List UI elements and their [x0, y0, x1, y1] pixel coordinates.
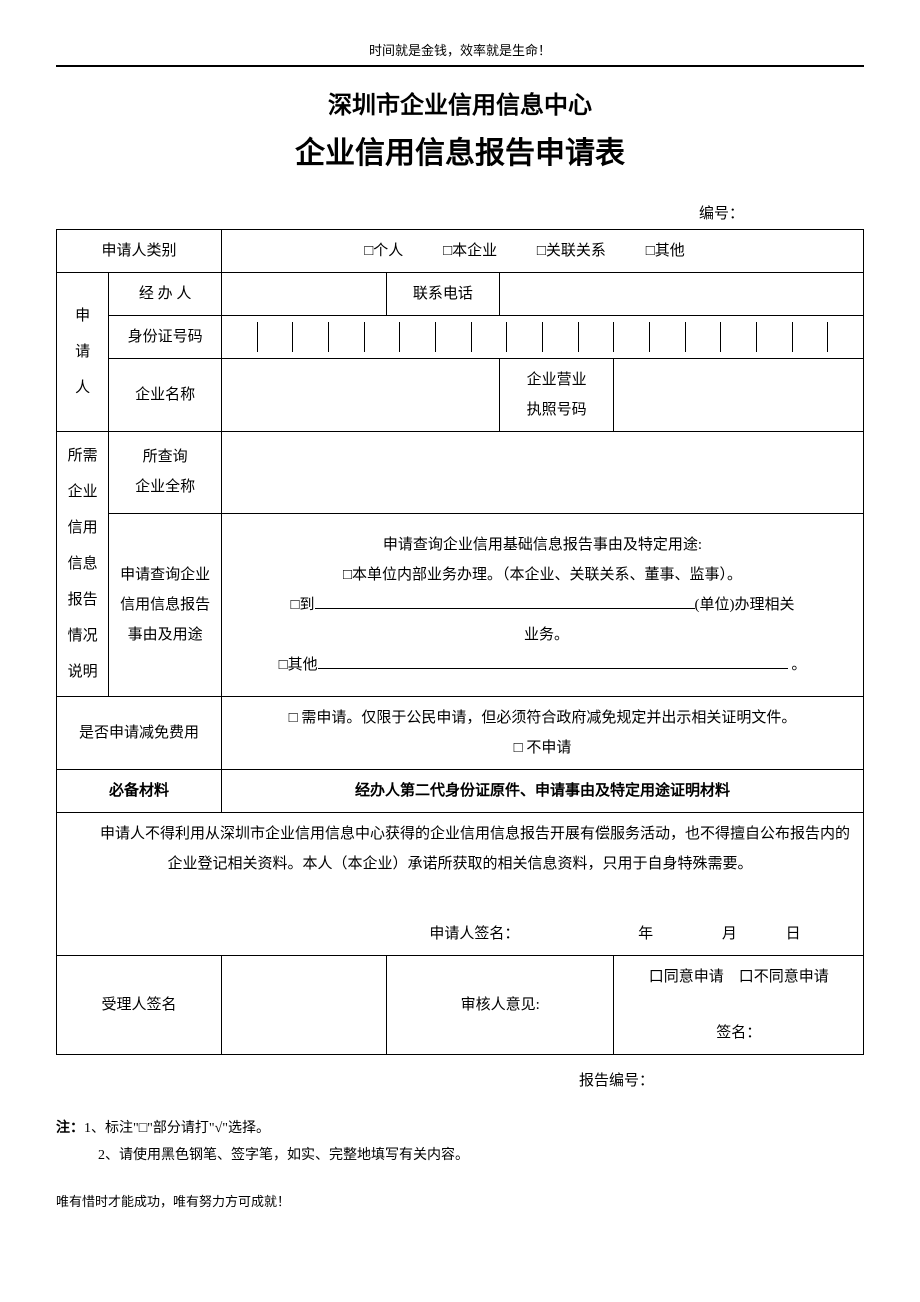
- fee-opt-apply[interactable]: □ 需申请。仅限于公民申请，但必须符合政府减免规定并出示相关证明文件。: [230, 703, 855, 733]
- reviewer-opinion[interactable]: 口同意申请 口不同意申请 签名：: [614, 956, 864, 1055]
- agent-value[interactable]: [222, 273, 387, 316]
- org-title: 深圳市企业信用信息中心: [56, 85, 864, 120]
- purpose-content[interactable]: 申请查询企业信用基础信息报告事由及特定用途: □本单位内部业务办理。（本企业、关…: [222, 513, 864, 696]
- applicant-type-options[interactable]: □个人 □本企业 □关联关系 □其他: [222, 230, 864, 273]
- fee-opt-noapply[interactable]: □ 不申请: [230, 733, 855, 763]
- id-number-grid[interactable]: [222, 316, 864, 359]
- applicant-signature-line[interactable]: 申请人签名： 年 月 日: [65, 919, 855, 949]
- form-title: 企业信用信息报告申请表: [56, 128, 864, 172]
- opt-disagree[interactable]: 口不同意申请: [739, 969, 829, 985]
- application-form-table: 申请人类别 □个人 □本企业 □关联关系 □其他 申请人 经 办 人 联系电话 …: [56, 229, 864, 1055]
- purpose-header: 申请查询企业信用基础信息报告事由及特定用途:: [230, 530, 855, 560]
- materials-value: 经办人第二代身份证原件、申请事由及特定用途证明材料: [222, 770, 864, 813]
- materials-label: 必备材料: [57, 770, 222, 813]
- fee-waiver-label: 是否申请减免费用: [57, 697, 222, 770]
- fee-waiver-options[interactable]: □ 需申请。仅限于公民申请，但必须符合政府减免规定并出示相关证明文件。 □ 不申…: [222, 697, 864, 770]
- handler-sig-label: 受理人签名: [57, 956, 222, 1055]
- license-label: 企业营业 执照号码: [499, 359, 614, 432]
- serial-number-label: 编号：: [56, 202, 864, 223]
- company-name-label: 企业名称: [109, 359, 222, 432]
- purpose-opt-internal[interactable]: □本单位内部业务办理。（本企业、关联关系、董事、监事）。: [230, 560, 855, 590]
- opt-self-company[interactable]: □本企业: [443, 243, 497, 259]
- phone-label: 联系电话: [387, 273, 500, 316]
- reviewer-sig-label[interactable]: 签名：: [622, 1018, 855, 1048]
- agent-label: 经 办 人: [109, 273, 222, 316]
- purpose-label: 申请查询企业 信用信息报告 事由及用途: [109, 513, 222, 696]
- applicant-type-label: 申请人类别: [57, 230, 222, 273]
- license-value[interactable]: [614, 359, 864, 432]
- notes-label: 注：: [56, 1121, 84, 1136]
- company-name-value[interactable]: [222, 359, 500, 432]
- report-number-label: 报告编号：: [56, 1069, 864, 1090]
- note-2: 2、请使用黑色钢笔、签字笔，如实、完整地填写有关内容。: [56, 1143, 864, 1170]
- query-company-value[interactable]: [222, 432, 864, 514]
- applicant-section-label: 申请人: [57, 273, 109, 432]
- opt-other[interactable]: □其他: [646, 243, 685, 259]
- purpose-opt-other[interactable]: □其他 。: [230, 650, 855, 680]
- purpose-opt-external-line2: 业务。: [230, 620, 855, 650]
- opt-related[interactable]: □关联关系: [537, 243, 606, 259]
- notes-section: 注：1、标注"□"部分请打"√"选择。 2、请使用黑色钢笔、签字笔，如实、完整地…: [56, 1116, 864, 1169]
- phone-value[interactable]: [499, 273, 863, 316]
- declaration-text: 申请人不得利用从深圳市企业信用信息中心获得的企业信用信息报告开展有偿服务活动，也…: [65, 819, 855, 879]
- query-section-label: 所需 企业 信用 信息 报告 情况 说明: [57, 432, 109, 697]
- query-company-label: 所查询 企业全称: [109, 432, 222, 514]
- reviewer-label: 审核人意见:: [387, 956, 614, 1055]
- handler-sig-value[interactable]: [222, 956, 387, 1055]
- header-motto-top: 时间就是金钱，效率就是生命！: [56, 40, 864, 67]
- purpose-opt-external[interactable]: □到(单位)办理相关: [230, 590, 855, 620]
- id-number-label: 身份证号码: [109, 316, 222, 359]
- opt-individual[interactable]: □个人: [364, 243, 403, 259]
- opt-agree[interactable]: 口同意申请: [649, 969, 724, 985]
- footer-motto-bottom: 唯有惜时才能成功，唯有努力方可成就！: [56, 1191, 864, 1210]
- note-1: 1、标注"□"部分请打"√"选择。: [84, 1121, 270, 1136]
- declaration-cell: 申请人不得利用从深圳市企业信用信息中心获得的企业信用信息报告开展有偿服务活动，也…: [57, 813, 864, 956]
